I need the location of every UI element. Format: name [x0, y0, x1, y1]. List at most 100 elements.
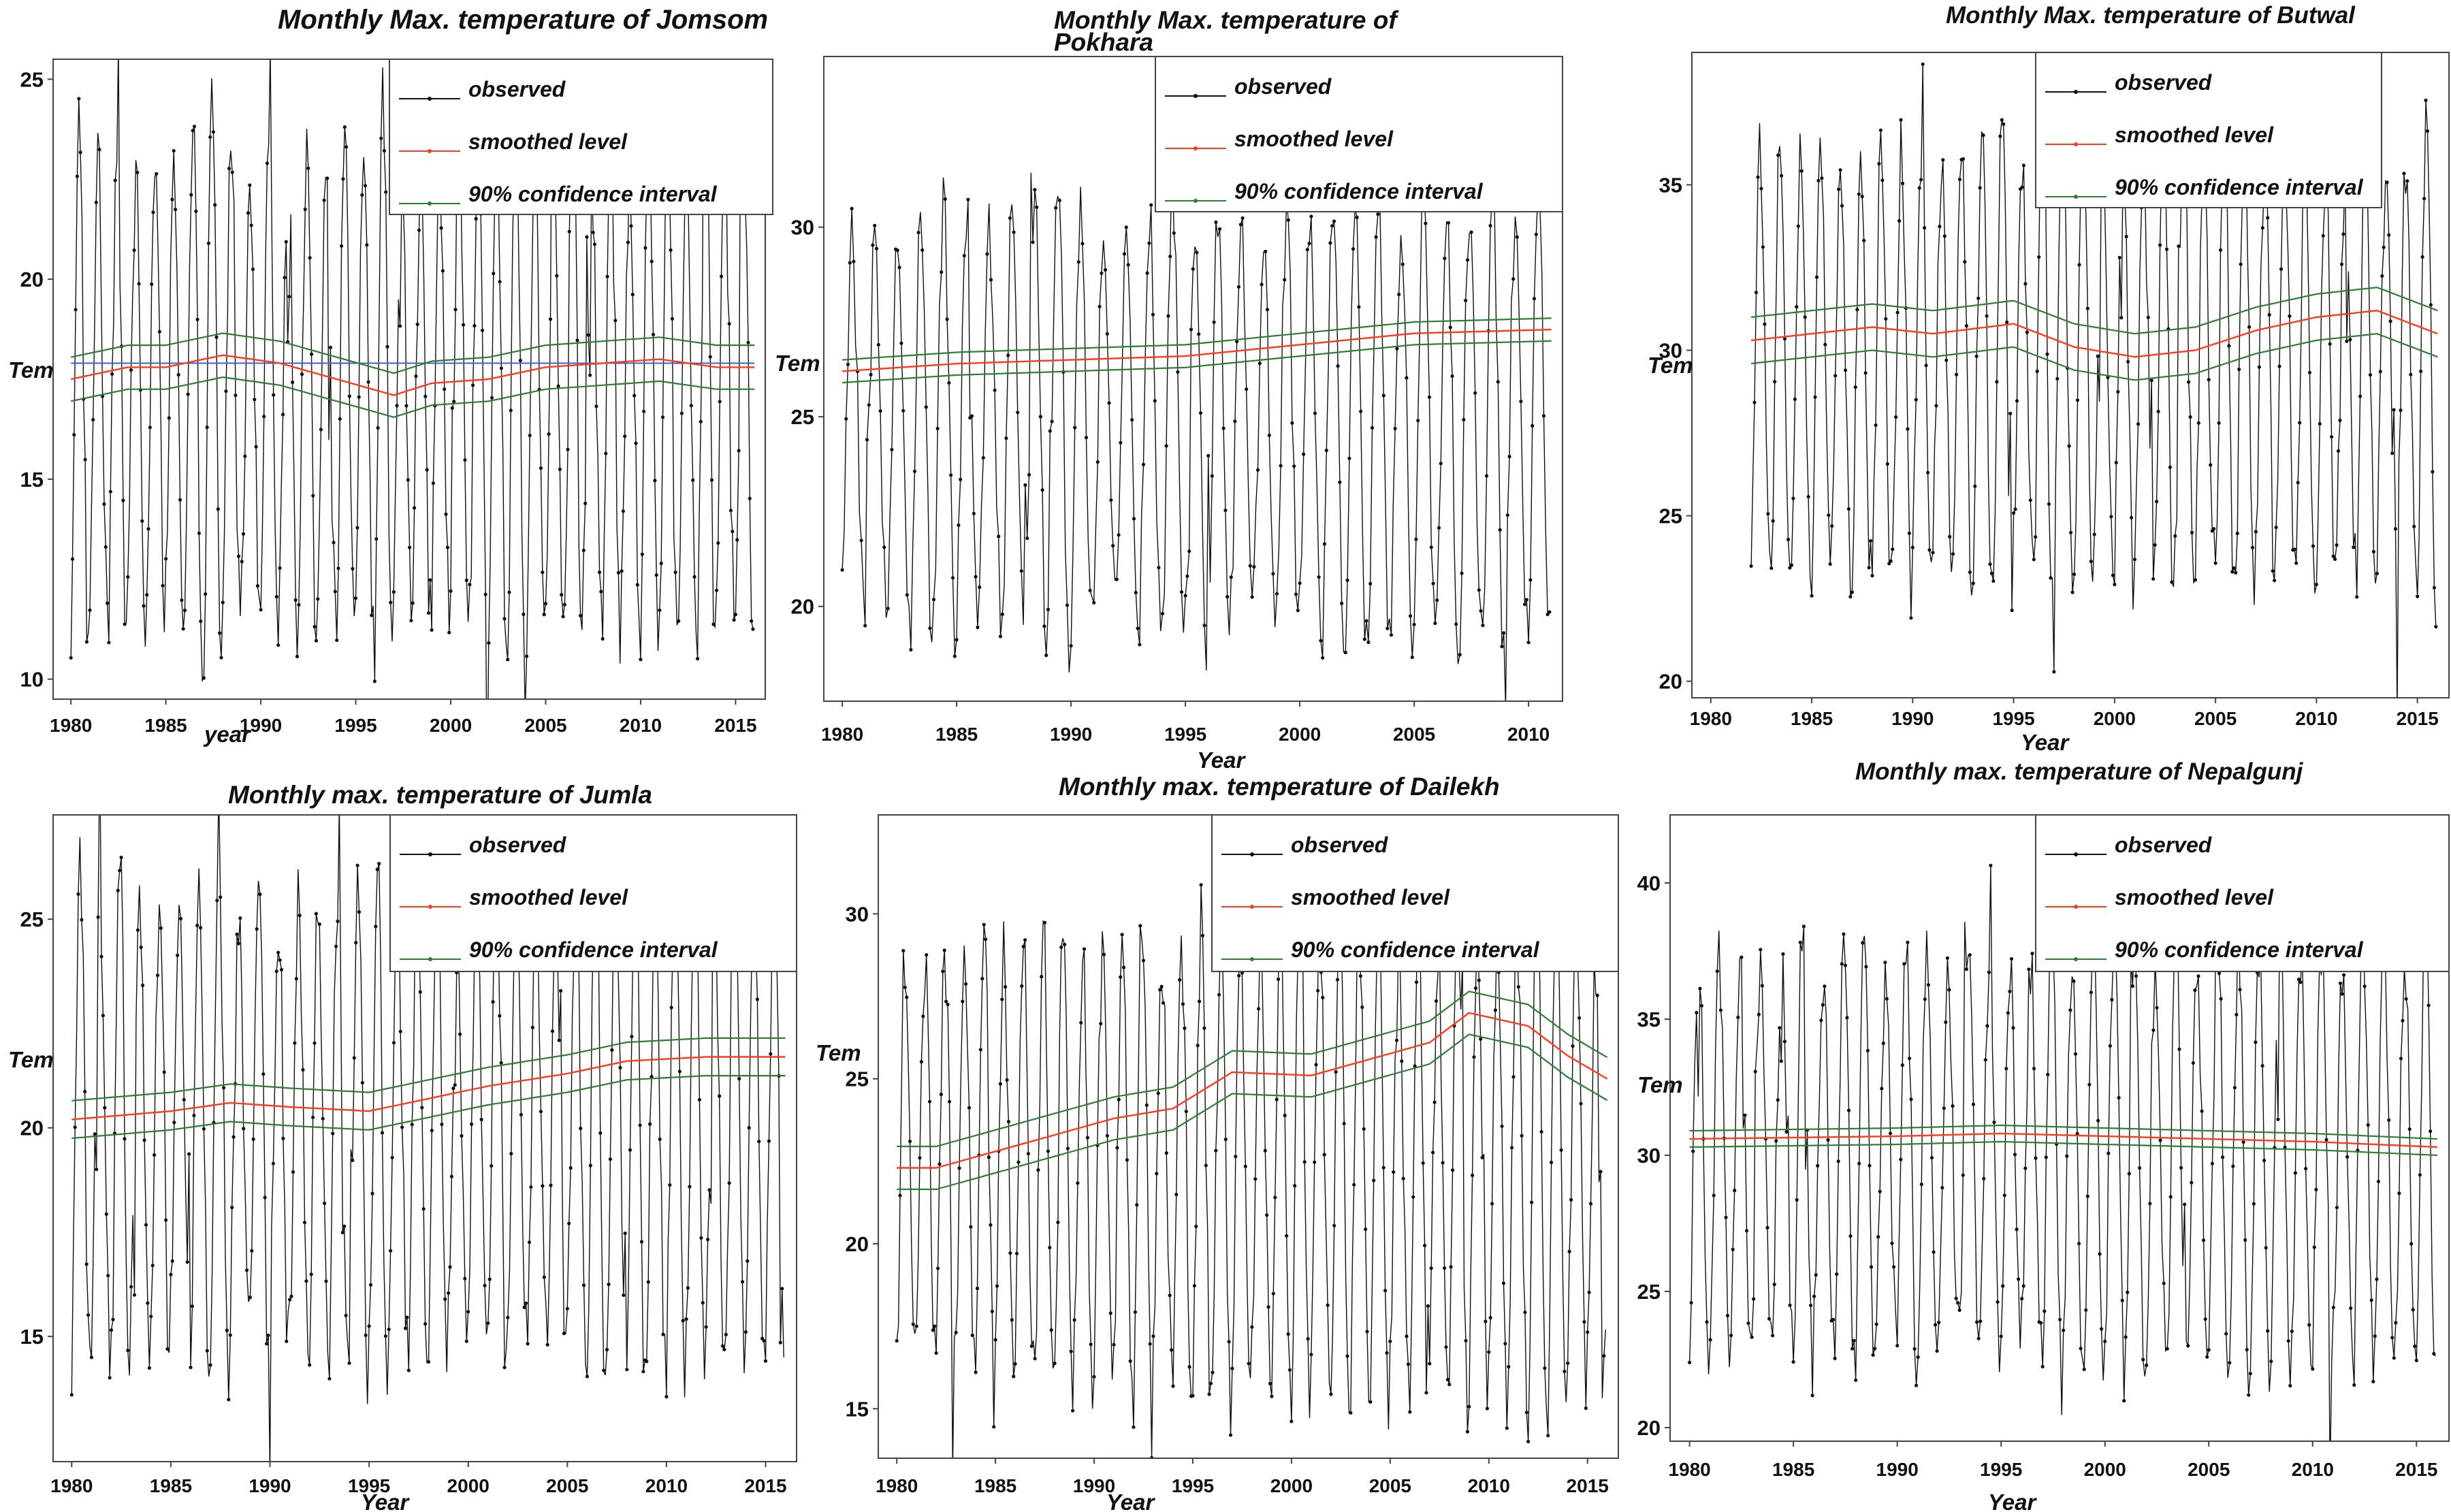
observed-point: [727, 322, 731, 326]
observed-point: [213, 203, 217, 207]
observed-point: [1429, 1266, 1433, 1270]
observed-point: [1243, 1164, 1247, 1168]
observed-point: [1733, 1189, 1737, 1193]
observed-point: [1429, 545, 1433, 549]
observed-point: [1314, 1063, 1318, 1067]
observed-point: [1336, 364, 1340, 368]
observed-point: [2009, 956, 2014, 961]
observed-point: [295, 654, 300, 659]
observed-point: [1816, 1163, 1820, 1168]
observed-point: [1401, 1176, 1405, 1180]
observed-point: [205, 425, 209, 430]
observed-point: [111, 1317, 115, 1321]
observed-point: [1347, 456, 1351, 460]
observed-point: [1368, 1400, 1373, 1404]
observed-point: [2136, 422, 2141, 426]
observed-point: [664, 1395, 669, 1399]
x-tick-label: 2010: [1507, 724, 1550, 745]
observed-point: [377, 862, 381, 866]
observed-point: [325, 176, 330, 180]
y-axis-label: Tem: [8, 357, 54, 383]
observed-point: [1100, 271, 1104, 275]
observed-point: [1477, 978, 1481, 982]
observed-point: [439, 226, 443, 230]
observed-point: [1130, 418, 1134, 422]
observed-point: [582, 1283, 586, 1287]
observed-point: [255, 584, 259, 588]
observed-point: [261, 1072, 266, 1076]
observed-point: [605, 1347, 609, 1352]
observed-point: [1586, 1330, 1590, 1334]
observed-point: [410, 1123, 414, 1127]
observed-point: [621, 509, 626, 513]
observed-point: [1049, 1328, 1053, 1332]
observed-point: [390, 1155, 394, 1159]
observed-point: [623, 1232, 627, 1236]
observed-point: [1040, 488, 1044, 492]
observed-point: [2273, 579, 2277, 583]
observed-point: [430, 628, 434, 632]
observed-point: [560, 593, 564, 597]
observed-point: [914, 1324, 918, 1328]
observed-point: [1307, 242, 1311, 246]
observed-point: [1343, 650, 1347, 655]
observed-point: [585, 235, 589, 239]
observed-point: [543, 602, 548, 606]
observed-point: [2111, 573, 2115, 577]
observed-point: [263, 1195, 267, 1200]
observed-point: [2020, 185, 2024, 189]
observed-point: [278, 958, 282, 962]
x-tick-label: 1995: [1164, 724, 1206, 745]
observed-point: [1184, 1110, 1188, 1114]
observed-point: [599, 590, 603, 594]
observed-point: [309, 352, 314, 356]
observed-point: [2149, 379, 2153, 383]
legend-smoothed-level-marker: [1250, 905, 1254, 909]
observed-point: [1016, 1160, 1021, 1164]
observed-point: [304, 1279, 308, 1283]
observed-point: [2276, 1117, 2280, 1121]
observed-point: [1426, 1304, 1430, 1308]
observed-point: [518, 359, 522, 363]
observed-point: [2117, 255, 2121, 259]
observed-point: [1788, 1303, 1792, 1307]
observed-point: [2228, 1361, 2232, 1365]
observed-point: [162, 1070, 166, 1074]
observed-point: [1961, 157, 1966, 161]
observed-point: [2311, 544, 2316, 548]
observed-point: [1072, 1318, 1076, 1322]
observed-point: [176, 372, 180, 377]
observed-point: [170, 1259, 174, 1263]
observed-point: [579, 1126, 583, 1131]
observed-point: [2345, 1155, 2350, 1159]
observed-point: [1938, 225, 1942, 229]
observed-point: [406, 1368, 411, 1372]
observed-point: [1545, 612, 1550, 617]
observed-point: [1465, 1430, 1469, 1434]
observed-point: [681, 1319, 685, 1323]
observed-point: [73, 1125, 77, 1129]
observed-point: [2407, 1127, 2412, 1131]
y-tick-label: 20: [1659, 670, 1682, 694]
observed-point: [2193, 988, 2197, 993]
observed-point: [1271, 572, 1275, 576]
observed-point: [284, 240, 288, 244]
observed-point: [549, 1183, 553, 1187]
observed-point: [1252, 564, 1256, 569]
observed-point: [2200, 1109, 2204, 1113]
observed-point: [2298, 980, 2303, 984]
observed-point: [331, 1131, 335, 1136]
observed-point: [116, 888, 120, 892]
observed-point: [1309, 214, 1313, 219]
observed-point: [921, 1014, 925, 1018]
observed-point: [931, 598, 936, 602]
observed-point: [1951, 1104, 1955, 1108]
observed-point: [297, 602, 301, 607]
y-axis-label: Tem: [1637, 1072, 1683, 1097]
observed-point: [1296, 609, 1300, 613]
observed-point: [2173, 534, 2177, 538]
chart-title: Monthly max. temperature of Jumla: [228, 781, 652, 809]
observed-point: [324, 1279, 328, 1283]
observed-point: [2422, 197, 2426, 201]
observed-point: [1532, 297, 1537, 301]
